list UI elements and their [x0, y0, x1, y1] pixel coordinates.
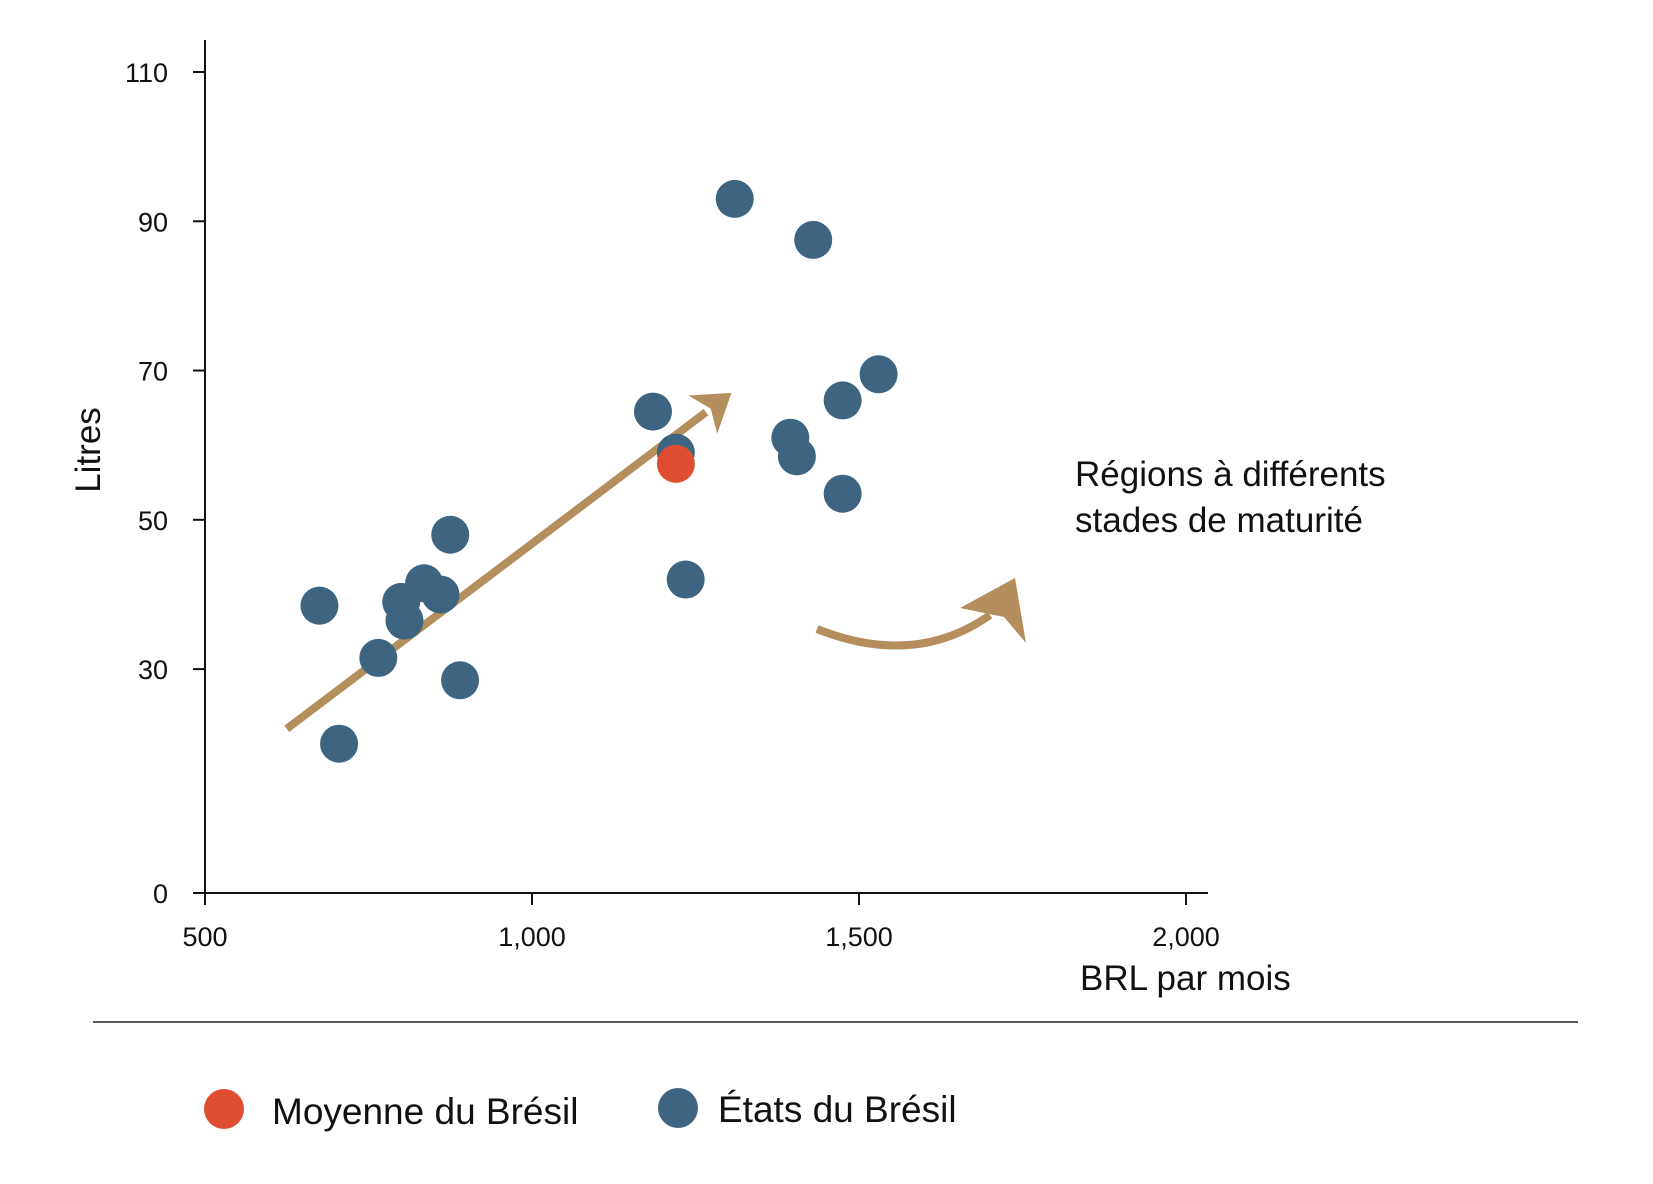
data-point-etat	[794, 220, 833, 259]
x-tick-label: 1,000	[498, 922, 566, 952]
data-point-etat	[666, 560, 705, 599]
y-tick-label: 70	[138, 357, 168, 387]
ticks: 0 30 50 70 90 110 500 1,000 1,500 2,000	[125, 58, 1220, 952]
x-tick-label: 2,000	[1152, 922, 1220, 952]
x-axis-title: BRL par mois	[1080, 959, 1291, 998]
data-point-etat	[385, 601, 424, 640]
data-point-etat	[633, 392, 672, 431]
data-point-etat	[823, 474, 862, 513]
legend-swatch-moyenne	[204, 1089, 244, 1129]
y-tick-label: 0	[153, 879, 168, 909]
trend-arrow-shaft	[284, 409, 709, 732]
data-point-etat	[715, 179, 754, 218]
data-point-etat	[859, 355, 898, 394]
legend-label-moyenne: Moyenne du Brésil	[272, 1091, 578, 1132]
data-point-moyenne	[656, 444, 695, 483]
annotation-arrowhead	[960, 578, 1026, 643]
data-point-etat	[421, 575, 460, 614]
data-point-etat	[431, 515, 470, 554]
y-tick-label: 50	[138, 506, 168, 536]
annotation: Régions à différents stades de maturité	[815, 455, 1386, 650]
trend-arrowhead	[688, 392, 732, 434]
data-point-etat	[823, 381, 862, 420]
annotation-line-2: stades de maturité	[1075, 501, 1363, 540]
data-point-etat	[441, 661, 480, 700]
annotation-line-1: Régions à différents	[1075, 455, 1386, 494]
legend-label-etats: États du Brésil	[718, 1089, 957, 1130]
data-point-etat	[320, 724, 359, 763]
legend: Moyenne du Brésil États du Brésil	[204, 1088, 957, 1132]
axes	[204, 40, 1208, 894]
data-points	[300, 179, 898, 763]
y-axis-title: Litres	[69, 407, 108, 493]
data-point-etat	[359, 638, 398, 677]
legend-swatch-etats	[658, 1088, 698, 1128]
x-tick-label: 1,500	[825, 922, 893, 952]
y-tick-label: 30	[138, 655, 168, 685]
data-point-etat	[777, 437, 816, 476]
trend-arrow	[284, 392, 732, 732]
x-tick-label: 500	[182, 922, 227, 952]
y-tick-label: 90	[138, 207, 168, 237]
y-tick-label: 110	[125, 58, 168, 88]
annotation-curved-arrow	[815, 611, 993, 650]
data-point-etat	[300, 586, 339, 625]
